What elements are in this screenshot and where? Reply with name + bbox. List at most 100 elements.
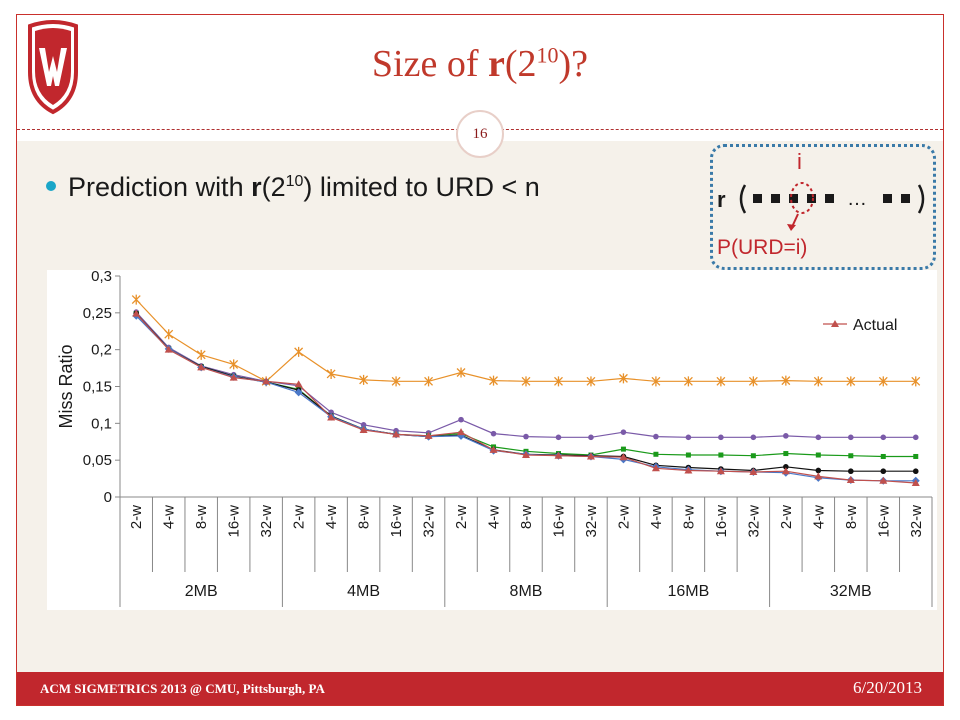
data-point xyxy=(879,476,888,484)
group-label: 4MB xyxy=(347,583,380,600)
miss-ratio-chart: 0 0,05 0,1 0,15 0,2 0,25 0,3 Miss Ratio 2-w 4-w 8-… xyxy=(56,268,933,607)
data-point xyxy=(586,452,595,460)
data-point xyxy=(554,451,563,459)
data-point xyxy=(848,453,854,459)
data-point xyxy=(457,428,466,436)
data-point xyxy=(911,376,921,387)
x-tick-label: 4-w xyxy=(648,505,665,529)
data-point xyxy=(359,374,369,385)
x-tick-label: 32-w xyxy=(583,505,600,538)
data-point xyxy=(521,376,531,387)
data-point xyxy=(523,433,529,440)
x-tick-label: 16-w xyxy=(713,505,730,538)
x-tick-label: 16-w xyxy=(226,505,243,538)
x-tick-label: 8-w xyxy=(680,505,697,529)
probability-label: P(URD=i) xyxy=(717,236,807,259)
data-point xyxy=(781,467,790,475)
data-point xyxy=(131,294,141,305)
left-bracket-icon xyxy=(739,184,747,214)
data-point xyxy=(653,433,659,440)
group-label: 2MB xyxy=(185,583,218,600)
data-point xyxy=(424,376,434,387)
title-exponent: 10 xyxy=(536,42,559,68)
data-point xyxy=(360,422,367,428)
y-tick-label: 0,1 xyxy=(91,415,112,432)
bullet-exponent: 10 xyxy=(285,173,304,190)
data-point xyxy=(619,453,628,461)
data-point xyxy=(196,349,206,360)
data-point xyxy=(424,431,433,439)
bullet-dot-icon xyxy=(46,180,56,191)
data-point xyxy=(718,452,724,458)
data-point xyxy=(229,373,238,381)
data-point xyxy=(197,363,206,371)
x-tick-label: 4-w xyxy=(323,505,340,529)
cell-square-icon xyxy=(883,194,892,203)
data-point xyxy=(651,464,660,472)
group-label: 8MB xyxy=(510,583,543,600)
x-tick-label: 2-w xyxy=(128,505,145,529)
data-point xyxy=(912,468,919,475)
cell-square-icon xyxy=(807,194,816,203)
bullet-text-a: Prediction with xyxy=(68,172,252,202)
series-line xyxy=(135,299,916,383)
bullet-text-b: (2 xyxy=(261,172,286,202)
data-point xyxy=(783,463,789,470)
data-point xyxy=(815,434,822,441)
data-point xyxy=(164,345,173,353)
x-tick-label: 4-w xyxy=(161,505,178,529)
cell-square-icon xyxy=(901,194,910,203)
x-tick-label: 32-w xyxy=(258,505,275,538)
data-point xyxy=(846,376,856,387)
x-tick-label: 8-w xyxy=(356,505,373,529)
arrowhead-icon xyxy=(787,224,796,231)
group-label: 16MB xyxy=(668,583,710,600)
data-point xyxy=(588,434,594,441)
y-axis-title: Miss Ratio xyxy=(56,344,76,428)
x-tick-label: 16-w xyxy=(875,505,892,538)
data-point xyxy=(458,416,464,423)
data-point xyxy=(618,373,628,384)
data-point xyxy=(653,451,659,457)
data-point xyxy=(716,376,726,387)
index-label: i xyxy=(797,149,802,174)
data-point xyxy=(326,368,336,379)
x-tick-label: 2-w xyxy=(778,505,795,529)
right-bracket-icon xyxy=(917,184,925,214)
chart-area: 0 0,05 0,1 0,15 0,2 0,25 0,3 Miss Ratio 2-w 4-w 8-… xyxy=(47,268,937,610)
bullet-point: Prediction with r(210) limited to URD < … xyxy=(46,172,540,203)
footer-date: 6/20/2013 xyxy=(853,678,922,697)
data-point xyxy=(620,446,626,452)
data-point xyxy=(684,466,693,474)
y-tick-label: 0,3 xyxy=(91,270,112,285)
data-point xyxy=(685,434,692,441)
highlight-circle-icon xyxy=(790,182,814,214)
data-point xyxy=(913,453,919,459)
data-point xyxy=(846,476,855,484)
data-point xyxy=(456,367,466,378)
x-tick-label: 32-w xyxy=(421,505,438,538)
data-point xyxy=(814,472,823,480)
data-point xyxy=(716,467,725,475)
data-point xyxy=(750,434,757,441)
university-crest-logo xyxy=(28,20,78,115)
data-point xyxy=(685,452,691,458)
bullet-bold-r: r xyxy=(251,172,262,202)
x-tick-label: 32-w xyxy=(908,505,925,538)
series-line xyxy=(135,313,916,472)
data-point xyxy=(880,434,887,441)
y-tick-label: 0,05 xyxy=(83,452,112,469)
x-tick-label: 4-w xyxy=(486,505,503,529)
data-point xyxy=(912,434,919,441)
title-bold-r: r xyxy=(488,43,505,85)
title-text: Size of xyxy=(371,43,488,85)
y-tick-label: 0 xyxy=(104,489,112,506)
data-point xyxy=(815,452,821,458)
data-point xyxy=(294,380,303,388)
cell-square-icon xyxy=(825,194,834,203)
data-point xyxy=(748,376,758,387)
data-point xyxy=(620,429,627,435)
data-point xyxy=(880,468,887,475)
footer-bar xyxy=(17,672,943,705)
